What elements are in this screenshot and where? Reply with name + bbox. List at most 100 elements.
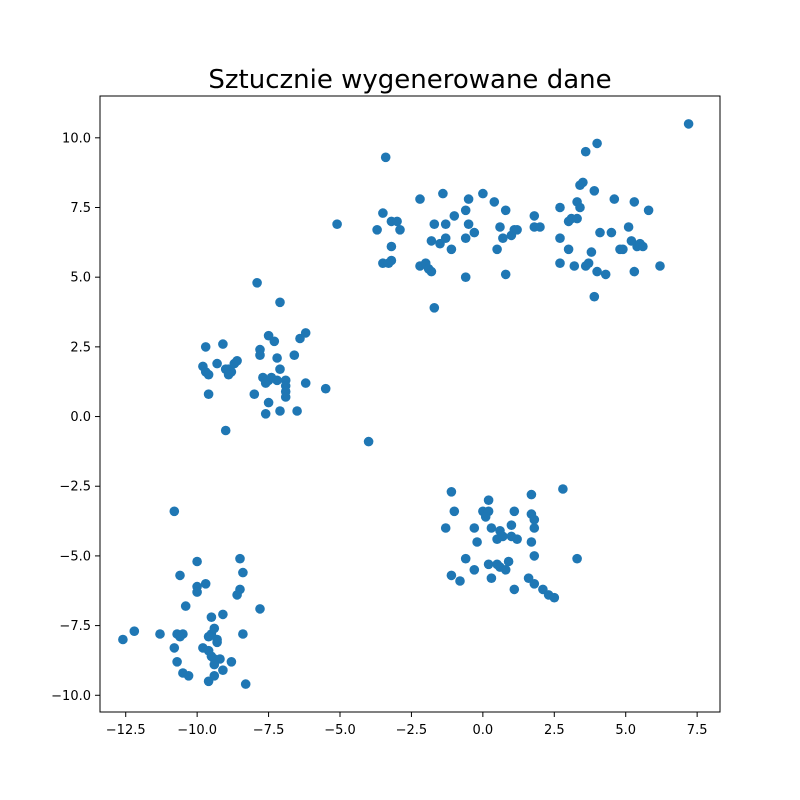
- data-point: [463, 194, 474, 204]
- data-point: [549, 592, 560, 603]
- data-point: [592, 266, 602, 277]
- data-point: [289, 350, 300, 361]
- data-point: [378, 208, 388, 218]
- data-point: [280, 392, 291, 402]
- data-point: [440, 523, 451, 533]
- data-point: [455, 576, 465, 586]
- data-point: [500, 205, 511, 216]
- x-tick-label: 5.0: [615, 723, 636, 738]
- data-point: [492, 244, 502, 255]
- data-point: [483, 559, 494, 570]
- data-point: [589, 186, 600, 196]
- data-point: [460, 553, 471, 564]
- data-point: [446, 570, 457, 581]
- data-point: [386, 255, 397, 266]
- data-point: [172, 657, 182, 667]
- data-point: [175, 570, 185, 581]
- data-point: [469, 565, 480, 575]
- data-point: [595, 227, 605, 238]
- data-point: [260, 409, 271, 419]
- data-point: [129, 626, 140, 636]
- data-point: [440, 219, 451, 229]
- data-point: [555, 258, 565, 269]
- data-point: [238, 629, 248, 639]
- data-point: [203, 389, 214, 400]
- data-point: [575, 202, 585, 213]
- data-point: [255, 604, 265, 614]
- data-point: [320, 383, 331, 394]
- y-tick-label: 2.5: [70, 340, 91, 355]
- data-point: [263, 397, 274, 408]
- data-point: [569, 261, 580, 271]
- data-point: [449, 211, 460, 221]
- data-point: [526, 537, 537, 547]
- y-tick-label: 7.5: [70, 201, 91, 216]
- data-point: [460, 233, 471, 243]
- data-point: [438, 188, 448, 199]
- data-point: [572, 213, 582, 224]
- data-point: [255, 350, 265, 361]
- data-point: [509, 584, 520, 595]
- data-point: [535, 222, 545, 232]
- data-point: [275, 364, 285, 375]
- x-axis: −12.5 −10.0 −7.5 −5.0 −2.5 0.0 2.5 5.0 7.5: [106, 712, 707, 738]
- data-point: [252, 278, 262, 288]
- data-point: [643, 205, 654, 216]
- data-point: [618, 244, 628, 255]
- points-layer: [118, 119, 694, 689]
- data-point: [212, 358, 222, 369]
- data-point: [200, 579, 211, 589]
- data-point: [292, 406, 302, 416]
- data-point: [655, 261, 665, 271]
- data-point: [275, 297, 285, 308]
- data-point: [220, 425, 231, 436]
- data-point: [623, 222, 634, 232]
- data-point: [169, 643, 180, 653]
- data-point: [526, 489, 537, 500]
- x-tick-label: −12.5: [106, 723, 146, 738]
- x-tick-label: −2.5: [396, 723, 428, 738]
- data-point: [489, 197, 500, 207]
- data-point: [300, 378, 311, 388]
- chart-title: Sztucznie wygenerowane dane: [208, 65, 611, 95]
- data-point: [300, 328, 311, 338]
- data-point: [512, 225, 522, 235]
- data-point: [203, 676, 214, 687]
- data-point: [169, 506, 180, 517]
- data-point: [572, 553, 582, 564]
- data-point: [249, 389, 260, 400]
- x-tick-label: 0.0: [473, 723, 494, 738]
- x-tick-label: −7.5: [253, 723, 285, 738]
- data-point: [200, 342, 211, 352]
- data-point: [223, 369, 234, 380]
- y-tick-label: −7.5: [59, 619, 91, 634]
- data-point: [529, 579, 540, 589]
- data-point: [629, 266, 640, 277]
- data-point: [486, 573, 497, 583]
- data-point: [426, 236, 437, 246]
- data-point: [592, 138, 602, 149]
- data-point: [203, 631, 214, 642]
- data-point: [386, 241, 397, 252]
- data-point: [415, 194, 425, 204]
- data-point: [238, 567, 248, 578]
- data-point: [600, 269, 611, 280]
- data-point: [275, 406, 285, 416]
- data-point: [429, 303, 440, 313]
- data-point: [218, 665, 228, 675]
- data-point: [429, 219, 440, 229]
- data-point: [478, 188, 488, 199]
- data-point: [529, 211, 540, 221]
- data-point: [506, 520, 517, 530]
- y-tick-label: 5.0: [70, 271, 91, 286]
- data-point: [446, 487, 457, 497]
- data-point: [683, 119, 694, 129]
- data-point: [226, 657, 237, 667]
- data-point: [218, 339, 228, 349]
- y-tick-label: 0.0: [70, 410, 91, 425]
- data-point: [363, 436, 374, 447]
- data-point: [463, 219, 474, 229]
- data-point: [563, 244, 574, 255]
- data-point: [192, 556, 202, 567]
- data-point: [192, 587, 202, 597]
